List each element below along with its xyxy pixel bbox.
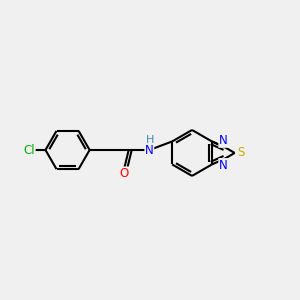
Text: O: O	[120, 167, 129, 180]
Text: S: S	[238, 146, 245, 159]
Text: N: N	[219, 134, 228, 147]
Text: Cl: Cl	[23, 143, 35, 157]
Text: N: N	[145, 143, 154, 157]
Text: H: H	[146, 135, 154, 145]
Text: N: N	[219, 159, 228, 172]
